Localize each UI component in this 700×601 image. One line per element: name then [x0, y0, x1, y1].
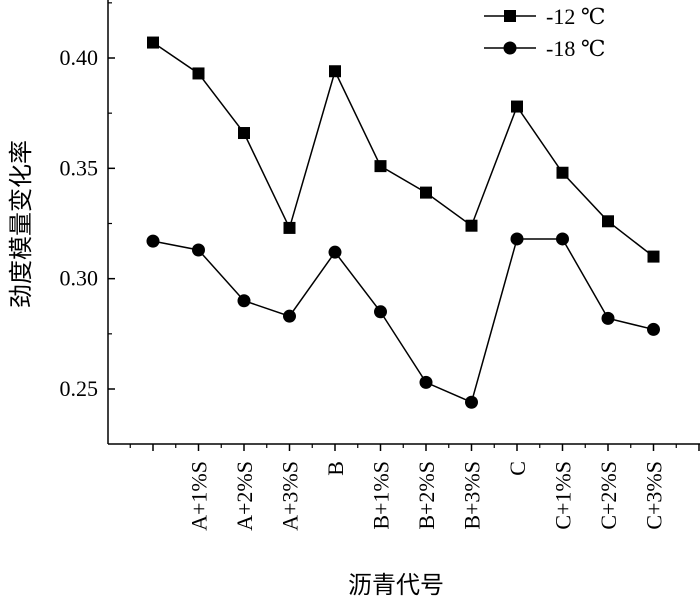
y-tick-label: 0.40: [60, 45, 99, 70]
y-tick-label: 0.25: [60, 376, 99, 401]
data-point-square: [465, 219, 478, 232]
x-tick-label: C: [505, 461, 530, 476]
x-tick-label: C+3%S: [642, 461, 667, 530]
plot-series: [146, 36, 660, 409]
x-tick-label: C+2%S: [596, 461, 621, 530]
data-point-circle: [328, 245, 342, 259]
chart-axes: [107, 0, 700, 445]
data-point-circle: [146, 234, 160, 248]
x-tick-label: A+1%S: [187, 461, 212, 531]
data-point-circle: [556, 232, 569, 246]
legend-label: -12 ℃: [546, 4, 605, 29]
data-point-square: [511, 100, 523, 113]
legend-marker-square: [504, 10, 516, 22]
series-line: [152, 41, 654, 258]
x-tick-label: A+2%S: [232, 461, 257, 531]
data-point-circle: [419, 375, 433, 389]
data-point-square: [238, 127, 250, 140]
series-line: [152, 238, 654, 404]
legend-label: -18 ℃: [546, 36, 605, 61]
x-axis-title: 沥青代号: [348, 571, 444, 599]
x-tick-label: A+3%S: [278, 461, 303, 531]
data-point-square: [192, 67, 205, 80]
data-point-circle: [510, 232, 524, 246]
data-point-square: [329, 65, 341, 78]
x-tick-label: B+1%S: [369, 461, 394, 530]
x-tick-label: B+3%S: [460, 461, 485, 530]
data-point-square: [374, 160, 387, 173]
y-axis-ticks: 0.25 0.30 0.35 0.40: [60, 2, 115, 401]
data-point-circle: [192, 243, 205, 257]
data-point-circle: [283, 309, 296, 323]
y-tick-label: 0.35: [60, 155, 99, 180]
legend: -12 ℃ -18 ℃: [484, 4, 605, 61]
data-point-square: [556, 166, 569, 179]
data-point-square: [420, 186, 432, 199]
data-point-square: [602, 215, 614, 228]
y-tick-label: 0.30: [60, 266, 99, 291]
x-axis-ticks: A+1%S A+2%S A+3%S B B+1%S B+2%S B+3%S C C+1%S C+2…: [129, 444, 700, 531]
data-point-square: [647, 250, 660, 263]
data-point-square: [147, 36, 159, 49]
x-tick-label: B: [323, 461, 348, 476]
legend-marker-circle: [503, 41, 517, 55]
x-tick-label: B+2%S: [414, 461, 439, 530]
y-axis-title: 劲度模量变化率: [7, 140, 35, 308]
data-point-circle: [601, 311, 615, 325]
x-tick-label: C+1%S: [551, 461, 576, 530]
data-point-square: [283, 221, 296, 234]
data-point-circle: [465, 395, 478, 409]
data-point-circle: [237, 294, 251, 308]
data-point-circle: [647, 322, 660, 336]
data-point-circle: [374, 305, 387, 319]
